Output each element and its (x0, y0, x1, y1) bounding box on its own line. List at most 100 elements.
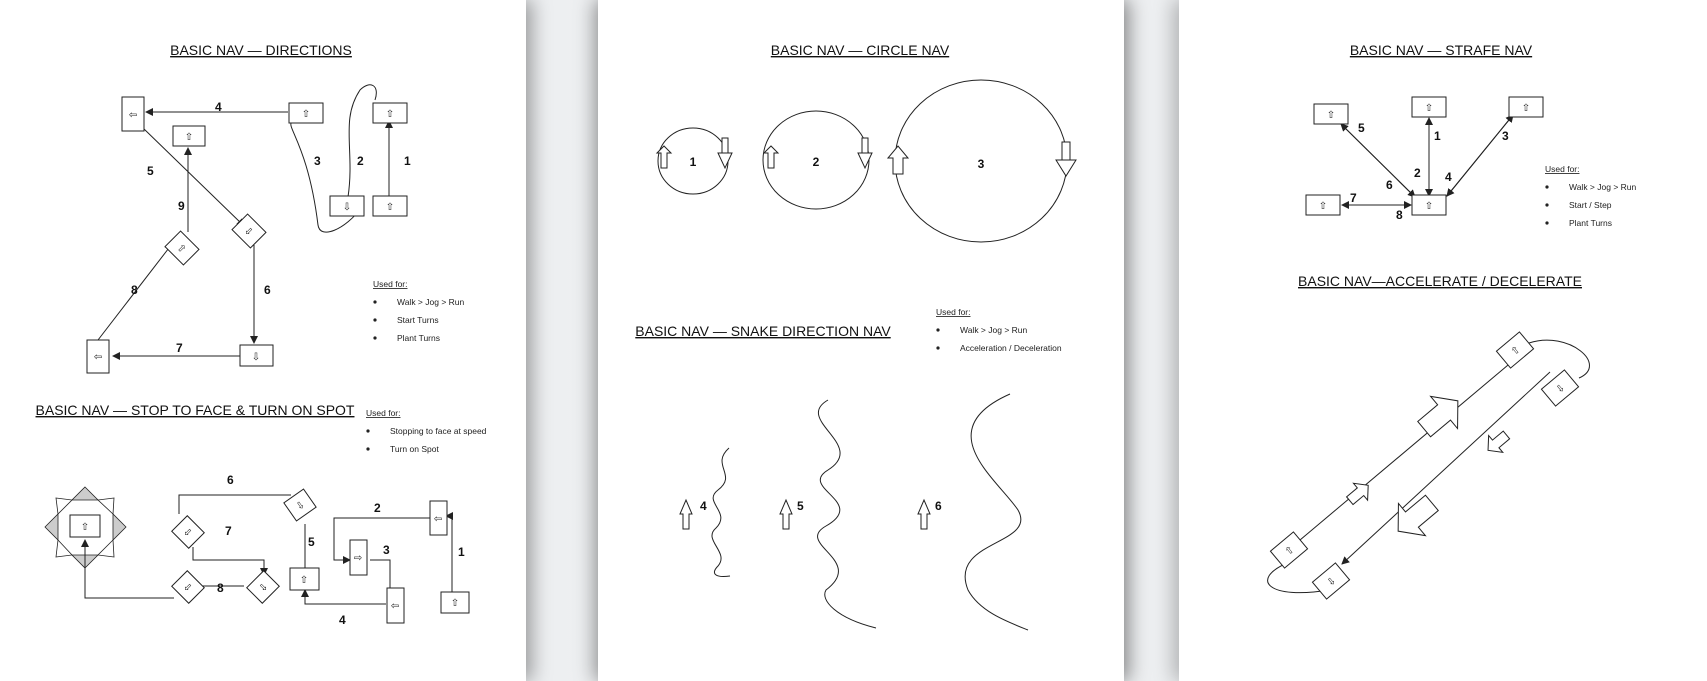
snake-path-large (964, 393, 1029, 631)
svg-text:⇦: ⇦ (129, 110, 137, 121)
accel-loop-bottom (1267, 562, 1330, 594)
circle-3: 3 (886, 79, 1077, 243)
strafe-step-2: 2 (1414, 166, 1421, 180)
stop-step-3: 3 (383, 543, 390, 557)
svg-text:⇧: ⇧ (1327, 110, 1335, 121)
snake-path-medium (817, 399, 877, 629)
directions-diagram: BASIC NAV — DIRECTIONS ⇦ ⇧ ⇧ ⇧ ⇩ ⇧ ⇩ ⇧ ⇩… (36, 42, 487, 627)
accel-box-top: ⇧ (1495, 331, 1535, 369)
box-up-c: ⇧ (372, 102, 408, 124)
strafe-box-topleft: ⇧ (1313, 103, 1349, 125)
accel-lane-up (1299, 359, 1515, 541)
used-for-label-4: Used for: (1545, 164, 1580, 174)
page-circle-snake: BASIC NAV — CIRCLE NAV 1 2 3 BASIC NAV —… (598, 0, 1124, 681)
use-item: Turn on Spot (390, 444, 439, 454)
strafe-step-6: 6 (1386, 178, 1393, 192)
arrow-6-stop (178, 494, 291, 514)
svg-text:6: 6 (935, 499, 942, 513)
arrow-5 (142, 127, 245, 227)
accel-arrow-large-icon (1417, 395, 1459, 438)
circle-1: 1 (655, 127, 733, 195)
box-diamond-b: ⇧ (164, 230, 200, 266)
svg-text:⇧: ⇧ (1319, 201, 1327, 212)
use-item: Start Turns (397, 315, 439, 325)
snake-path-small (711, 447, 731, 577)
svg-text:5: 5 (797, 499, 804, 513)
strafe-box-topright: ⇧ (1508, 96, 1544, 118)
arrow-up-icon-4: 4 (679, 498, 707, 530)
strafe-step-8: 8 (1396, 208, 1403, 222)
svg-text:1: 1 (690, 155, 697, 169)
use-item: Start / Step (1569, 200, 1612, 210)
decel-arrow-large-icon (1397, 494, 1439, 537)
page-directions: BASIC NAV — DIRECTIONS ⇦ ⇧ ⇧ ⇧ ⇩ ⇧ ⇩ ⇧ ⇩… (0, 0, 526, 681)
svg-text:⇩: ⇩ (343, 202, 351, 213)
box-up-b: ⇧ (288, 102, 324, 124)
strafe-box-center: ⇧ (1411, 194, 1447, 216)
strafe-step-5: 5 (1358, 121, 1365, 135)
strafe-step-4: 4 (1445, 170, 1452, 184)
accel-loop-top (1528, 339, 1590, 379)
step-6: 6 (264, 283, 271, 297)
arrow-8-stop (81, 539, 174, 599)
arrow-down-icon (1055, 141, 1077, 177)
svg-text:⇧: ⇧ (386, 109, 394, 120)
svg-text:⇦: ⇦ (94, 352, 102, 363)
accel-box-bottomleft: ⇧ (1269, 531, 1309, 569)
stop-box-a: ⇩ (283, 488, 317, 522)
svg-text:⇧: ⇧ (1425, 201, 1433, 212)
compass-star-icon: ⇧ (44, 486, 127, 569)
box-diamond-a: ⇩ (231, 213, 267, 249)
strafe-step-1: 1 (1434, 129, 1441, 143)
step-3: 3 (314, 154, 321, 168)
strafe-line-6 (1340, 123, 1416, 198)
arrow-up-icon-6: 6 (917, 498, 942, 530)
svg-text:⇧: ⇧ (1522, 103, 1530, 114)
step-9: 9 (178, 199, 185, 213)
directions-title: BASIC NAV — DIRECTIONS (170, 42, 352, 58)
strafe-box-top: ⇧ (1411, 96, 1447, 118)
use-item: Acceleration / Deceleration (960, 343, 1062, 353)
circle-title: BASIC NAV — CIRCLE NAV (771, 42, 950, 58)
use-item: Walk > Jog > Run (960, 325, 1028, 335)
snake-title: BASIC NAV — SNAKE DIRECTION NAV (635, 323, 891, 339)
stop-box-e: ⇦ (429, 500, 448, 536)
arrow-1-stop (445, 512, 453, 598)
svg-text:⇨: ⇨ (354, 553, 362, 564)
used-for-label-3: Used for: (936, 307, 971, 317)
stop-title: BASIC NAV — STOP TO FACE & TURN ON SPOT (36, 402, 355, 418)
arrow-down-icon (717, 137, 733, 170)
arrow-3-stop (370, 559, 391, 590)
stop-box-c: ⇩ (246, 570, 280, 604)
use-item: Plant Turns (1569, 218, 1612, 228)
stop-step-8: 8 (217, 581, 224, 595)
step-7: 7 (176, 341, 183, 355)
svg-text:2: 2 (813, 155, 820, 169)
svg-text:⇧: ⇧ (300, 575, 308, 586)
svg-text:⇧: ⇧ (451, 598, 459, 609)
step-8: 8 (131, 283, 138, 297)
step-2: 2 (357, 154, 364, 168)
svg-text:⇧: ⇧ (386, 202, 394, 213)
strafe-box-left: ⇧ (1305, 194, 1341, 216)
stop-step-1: 1 (458, 545, 465, 559)
strafe-line-4 (1446, 114, 1514, 197)
strafe-title: BASIC NAV — STRAFE NAV (1350, 42, 1533, 58)
used-for-label-2: Used for: (366, 408, 401, 418)
svg-text:3: 3 (978, 157, 985, 171)
svg-text:⇦: ⇦ (391, 601, 399, 612)
use-item: Walk > Jog > Run (1569, 182, 1637, 192)
svg-text:⇧: ⇧ (1425, 103, 1433, 114)
svg-text:⇩: ⇩ (252, 352, 260, 363)
arrow-7-stop (192, 547, 268, 576)
used-for-label: Used for: (373, 279, 408, 289)
use-item: Plant Turns (397, 333, 440, 343)
stop-box-h: ⇦ (386, 587, 405, 624)
accel-lane-down (1341, 371, 1551, 565)
arrow-up-icon (762, 145, 780, 169)
box-down-b: ⇩ (239, 344, 274, 367)
decel-arrow-small-icon (1487, 430, 1511, 454)
step-4: 4 (215, 100, 222, 114)
arrow-2-curve (347, 84, 377, 198)
arrow-up-icon (886, 145, 910, 175)
